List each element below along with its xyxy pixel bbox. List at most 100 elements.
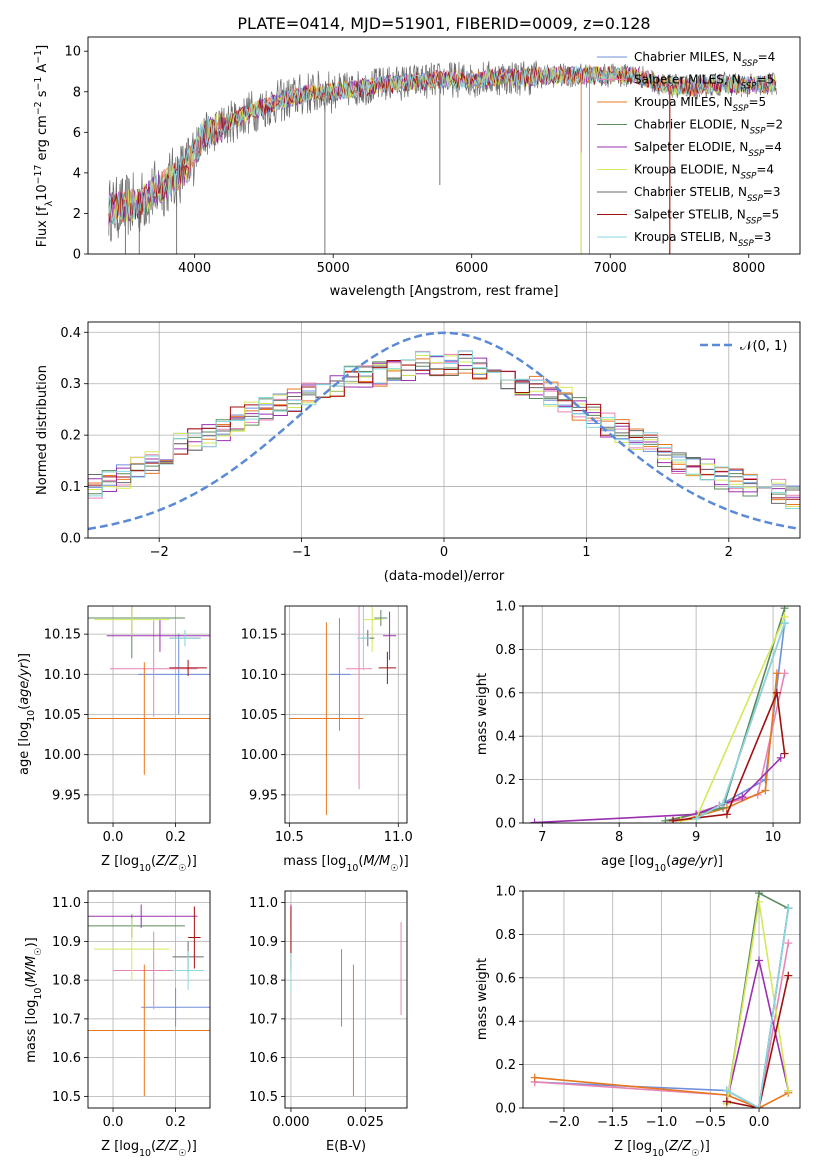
- mass-vs-ebv-axes: 0.000 0.025 10.5 10.6 10.7 10.8 10.9 11.0: [249, 891, 407, 1130]
- massweight-vs-Z-xtick-label: −2.0: [548, 1115, 580, 1130]
- mass-vs-Z-ytick-label: 10.8: [52, 974, 81, 989]
- massweight-vs-age-frame: [522, 605, 801, 824]
- spectrum-legend-label: Chabrier STELIB, NSSP=3: [634, 185, 781, 204]
- spectrum-legend-label: Chabrier ELODIE, NSSP=2: [634, 118, 783, 137]
- age-vs-mass-xlabel: mass [log10(M/M☉)]: [283, 854, 409, 874]
- mass-vs-Z-ytick-label: 10.6: [52, 1051, 81, 1066]
- age-vs-Z-ylabel: age [log10(age/yr)]: [17, 653, 37, 775]
- mass-vs-ebv-ytick-label: 10.5: [249, 1090, 278, 1105]
- spectrum-legend-label: Salpeter MILES, NSSP=5: [634, 73, 774, 92]
- residuals-hist-kroupa-elodie: [88, 354, 800, 508]
- spectrum-ytick-label: 8: [73, 85, 81, 100]
- mass-vs-ebv-xtick-label: 0.000: [272, 1115, 309, 1130]
- mass-vs-ebv-ytick-label: 10.9: [249, 935, 278, 950]
- spectrum-legend-label: Chabrier MILES, NSSP=4: [634, 50, 775, 69]
- age-vs-Z-axes: 0.0 0.2 9.95 10.00 10.05 10.10 10.15: [44, 606, 210, 845]
- massweight-vs-age-ylabel: mass weight: [475, 673, 490, 755]
- spectrum-legend-label: Kroupa MILES, NSSP=5: [634, 95, 766, 114]
- age-vs-mass-frame: [284, 605, 408, 824]
- spectrum-legend-label: Salpeter ELODIE, NSSP=4: [634, 140, 782, 159]
- massweight-vs-age-line-salpeter-miles: [672, 673, 786, 822]
- mass-vs-Z-axes: 0.0 0.2 10.5 10.6 10.7 10.8 10.9 11.0: [52, 891, 210, 1130]
- massweight-vs-Z-ytick-label: 0.8: [495, 928, 516, 943]
- residuals-ytick-label: 0.0: [60, 532, 81, 547]
- age-vs-mass-ytick-label: 9.95: [249, 788, 278, 803]
- massweight-vs-Z-xtick-label: −1.0: [646, 1115, 678, 1130]
- massweight-vs-age-ytick-label: 1.0: [495, 600, 516, 615]
- residuals-ytick-label: 0.1: [60, 480, 81, 495]
- massweight-vs-age-line-salpeter-stelib: [672, 689, 786, 822]
- spectrum-ytick-label: 0: [73, 248, 81, 263]
- residuals-xtick-label: 0: [440, 545, 448, 560]
- massweight-vs-age-ytick-label: 0.6: [495, 686, 516, 701]
- age-vs-mass-xtick-label: 10.5: [275, 830, 304, 845]
- massweight-vs-Z-lines: [530, 891, 793, 1108]
- spectrum-legend-label: Salpeter STELIB, NSSP=5: [634, 208, 779, 227]
- massweight-vs-Z-line-kroupa-stelib: [726, 908, 790, 1108]
- age-vs-mass-ytick-label: 10.00: [241, 748, 278, 763]
- massweight-vs-Z-frame: [522, 890, 801, 1109]
- massweight-vs-age-line-chabrier-elodie: [665, 607, 786, 822]
- age-vs-Z-ytick-label: 10.10: [44, 668, 81, 683]
- age-vs-mass-ytick-label: 10.05: [241, 708, 278, 723]
- massweight-vs-Z-ytick-label: 0.0: [495, 1102, 516, 1117]
- massweight-vs-age-lines: [530, 606, 789, 823]
- mass-vs-Z-xtick-label: 0.2: [165, 1115, 186, 1130]
- massweight-vs-age-axes: 7 8 9 10 0.0 0.2 0.4 0.6 0.8 1.0: [495, 600, 800, 845]
- massweight-vs-age-xtick-label: 7: [538, 830, 546, 845]
- mass-vs-Z-frame: [87, 890, 211, 1109]
- residuals-hist-salpeter-miles: [88, 350, 800, 504]
- spectrum-lines: [108, 60, 777, 254]
- massweight-vs-Z-xtick-label: −1.5: [597, 1115, 629, 1130]
- residuals-hist-kroupa-stelib: [88, 350, 800, 510]
- massweight-vs-Z-line-kroupa-miles: [534, 1076, 789, 1108]
- massweight-vs-Z-ytick-label: 0.4: [495, 1015, 516, 1030]
- massweight-vs-age-ytick-label: 0.2: [495, 773, 516, 788]
- spectrum-ylabel: Flux [fλ10−17 erg cm−2 s−1 A−1]: [33, 45, 55, 247]
- spectrum-xtick-label: 4000: [178, 261, 211, 276]
- spectrum-xtick-label: 6000: [455, 261, 488, 276]
- age-vs-mass-points: [289, 606, 397, 815]
- residuals-frame: [87, 321, 801, 539]
- massweight-vs-age-line-salpeter-elodie: [534, 757, 782, 823]
- residuals-normal-curve: [88, 331, 800, 531]
- massweight-vs-Z-line-kroupa-elodie: [726, 901, 790, 1104]
- spectrum-model-kroupa-stelib: [108, 65, 777, 226]
- residuals-hists: [88, 331, 800, 531]
- residuals-ytick-label: 0.4: [60, 326, 81, 341]
- massweight-vs-Z-ylabel: mass weight: [475, 958, 490, 1040]
- residuals-legend-label: 𝒩(0, 1): [740, 339, 787, 354]
- spectrum-legend-label: Kroupa STELIB, NSSP=3: [634, 230, 771, 249]
- spectrum-ytick-label: 6: [73, 126, 81, 141]
- age-vs-mass-xtick-label: 11.0: [384, 830, 413, 845]
- spectrum-ytick-label: 10: [64, 45, 81, 60]
- spectrum-frame: [87, 36, 801, 255]
- mass-vs-ebv-points: [290, 904, 402, 1097]
- mass-vs-Z-xlabel: Z [log10(Z/Z☉)]: [101, 1139, 197, 1159]
- residuals-xtick-label: −1: [292, 545, 311, 560]
- massweight-vs-age-xtick-label: 9: [692, 830, 700, 845]
- age-vs-Z-xlabel: Z [log10(Z/Z☉)]: [101, 854, 197, 874]
- mass-vs-ebv-ytick-label: 11.0: [249, 896, 278, 911]
- age-vs-Z-points: [88, 606, 210, 775]
- mass-vs-ebv-ytick-label: 10.8: [249, 974, 278, 989]
- mass-vs-ebv-xtick-label: 0.025: [347, 1115, 384, 1130]
- massweight-vs-Z-xtick-label: −0.5: [694, 1115, 726, 1130]
- age-vs-mass-ytick-label: 10.15: [241, 628, 278, 643]
- spectrum-legend-label: Kroupa ELODIE, NSSP=4: [634, 163, 774, 182]
- mass-vs-ebv-ytick-label: 10.7: [249, 1012, 278, 1027]
- mass-vs-Z-ytick-label: 10.7: [52, 1012, 81, 1027]
- residuals-ytick-label: 0.2: [60, 429, 81, 444]
- spectrum-xlabel: wavelength [Angstrom, rest frame]: [330, 284, 559, 299]
- age-vs-Z-ytick-label: 10.00: [44, 748, 81, 763]
- massweight-vs-age-ytick-label: 0.8: [495, 643, 516, 658]
- massweight-vs-age-xlabel: age [log10(age/yr)]: [601, 854, 723, 874]
- age-vs-Z-xtick-label: 0.0: [103, 830, 124, 845]
- mass-vs-Z-ytick-label: 10.9: [52, 935, 81, 950]
- massweight-vs-age-xtick-label: 10: [765, 830, 782, 845]
- age-vs-Z-ytick-label: 10.15: [44, 628, 81, 643]
- spectrum-axes: 4000 5000 6000 7000 8000 0 2 4 6 8 10: [64, 45, 765, 276]
- residuals-xtick-label: 1: [582, 545, 590, 560]
- residuals-xlabel: (data-model)/error: [384, 569, 505, 584]
- mass-vs-Z-ylabel: mass [log10(M/M☉)]: [24, 937, 44, 1063]
